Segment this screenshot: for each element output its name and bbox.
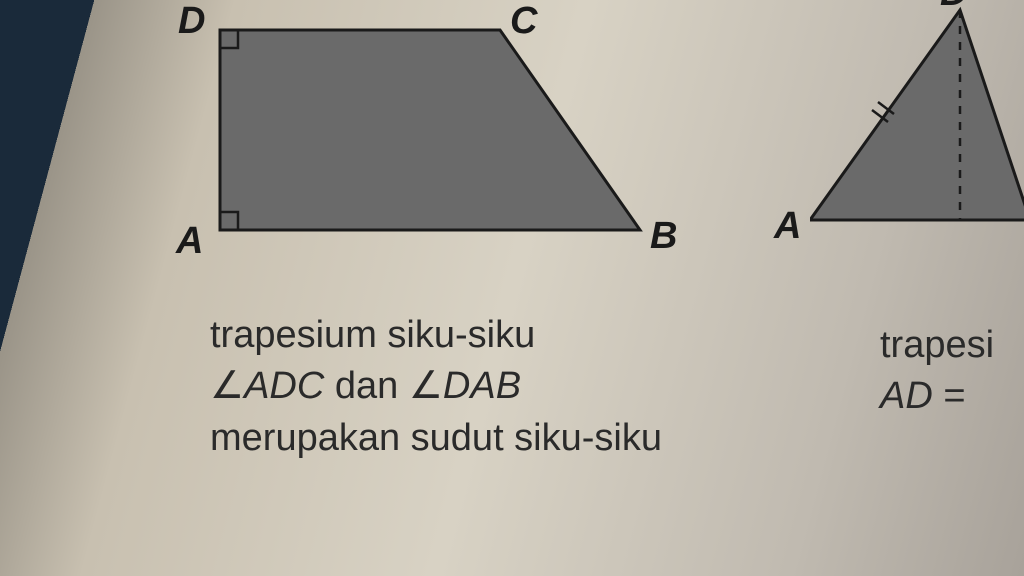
vertex-label-b: B [650,215,677,258]
caption2-eq: = [933,375,966,417]
caption-dan: dan [324,365,409,407]
angle-adc: ADC [244,365,324,407]
diagram-trapezium: D C B A [210,20,650,240]
page: D C B A D A trapesium siku-siku ∠ADC dan… [0,0,1024,576]
triangle-shape [810,10,1024,220]
caption-line2: ∠ADC dan ∠DAB [210,361,662,412]
trapezium-shape [220,30,640,230]
vertex-label-d: D [178,0,205,43]
caption2-line2: AD = [880,371,994,422]
diagram-triangle-partial: D A [810,0,1024,230]
vertex-label-a: A [176,220,203,263]
triangle-svg [810,0,1024,230]
segment-ad: AD [880,375,933,417]
caption-line3: merupakan sudut siku-siku [210,413,662,464]
vertex-label-a2: A [774,205,801,248]
angle-dab: DAB [443,365,521,407]
angle-symbol-1: ∠ [210,365,244,407]
vertex-label-d2: D [940,0,967,15]
caption-line1: trapesium siku-siku [210,310,662,361]
angle-symbol-2: ∠ [409,365,443,407]
caption-trapezium: trapesium siku-siku ∠ADC dan ∠DAB merupa… [210,310,662,464]
trapezium-svg [210,20,650,240]
caption2-line1: trapesi [880,320,994,371]
vertex-label-c: C [510,0,537,43]
caption-triangle: trapesi AD = [880,320,994,423]
